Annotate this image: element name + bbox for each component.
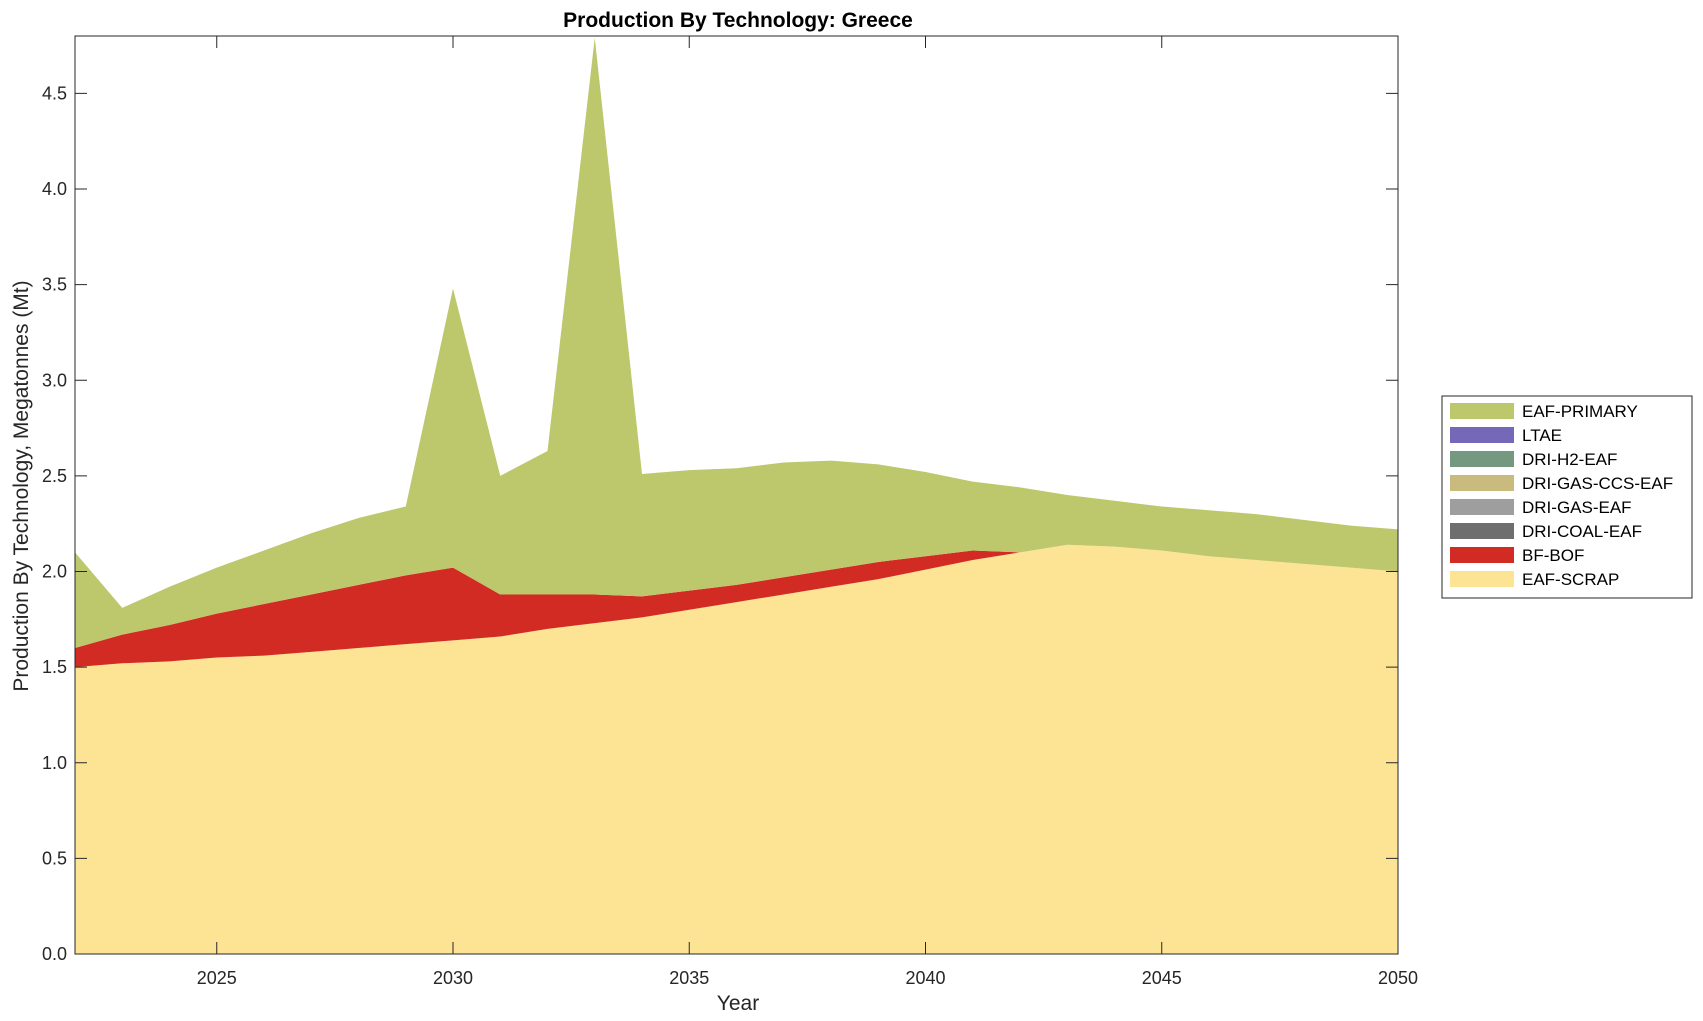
legend-label-bf-bof: BF-BOF [1522, 546, 1584, 565]
x-tick-label: 2025 [197, 968, 237, 988]
legend-label-dri-gas-eaf: DRI-GAS-EAF [1522, 498, 1632, 517]
y-tick-label: 1.0 [42, 753, 67, 773]
y-tick-label: 2.0 [42, 562, 67, 582]
x-tick-label: 2045 [1142, 968, 1182, 988]
area-bf-bof [75, 544, 1398, 668]
y-tick-label: 2.5 [42, 466, 67, 486]
legend-swatch-dri-gas-ccs-eaf [1450, 475, 1514, 491]
y-tick-label: 0.5 [42, 848, 67, 868]
x-tick-label: 2050 [1378, 968, 1418, 988]
y-tick-label: 4.5 [42, 83, 67, 103]
legend-swatch-ltae [1450, 427, 1514, 443]
area-eaf-primary [75, 37, 1398, 649]
y-tick-label: 1.5 [42, 657, 67, 677]
legend-swatch-dri-coal-eaf [1450, 523, 1514, 539]
y-tick-label: 0.0 [42, 944, 67, 964]
area-eaf-scrap [75, 544, 1398, 954]
legend-label-eaf-scrap: EAF-SCRAP [1522, 570, 1619, 589]
chart-title: Production By Technology: Greece [563, 9, 913, 32]
y-axis: 0.0 0.5 1.0 1.5 2.0 2.5 3.0 3.5 4.0 4.5 [42, 83, 1398, 964]
legend-box [1441, 395, 1693, 599]
x-axis: 2025 2030 2035 2040 2045 2050 [197, 36, 1418, 988]
legend-swatch-eaf-primary [1450, 403, 1514, 419]
legend-swatch-eaf-scrap [1450, 571, 1514, 587]
y-tick-label: 3.0 [42, 370, 67, 390]
x-tick-label: 2035 [669, 968, 709, 988]
legend: EAF-PRIMARY LTAE DRI-H2-EAF DRI-GAS-CCS-EAF… [1441, 395, 1693, 599]
x-axis-label: Year [717, 992, 759, 1015]
y-tick-label: 3.5 [42, 275, 67, 295]
legend-label-dri-coal-eaf: DRI-COAL-EAF [1522, 522, 1642, 541]
legend-swatch-dri-h2-eaf [1450, 451, 1514, 467]
plot-frame [74, 35, 1399, 955]
x-tick-label: 2040 [905, 968, 945, 988]
legend-swatch-dri-gas-eaf [1450, 499, 1514, 515]
legend-label-dri-h2-eaf: DRI-H2-EAF [1522, 450, 1617, 469]
y-axis-label: Production By Technology, Megatonnes (Mt… [10, 280, 33, 691]
legend-label-dri-gas-ccs-eaf: DRI-GAS-CCS-EAF [1522, 474, 1673, 493]
legend-label-eaf-primary: EAF-PRIMARY [1522, 402, 1638, 421]
y-tick-label: 4.0 [42, 179, 67, 199]
stacked-areas [75, 37, 1398, 954]
legend-swatch-bf-bof [1450, 547, 1514, 563]
legend-label-ltae: LTAE [1522, 426, 1562, 445]
x-tick-label: 2030 [433, 968, 473, 988]
